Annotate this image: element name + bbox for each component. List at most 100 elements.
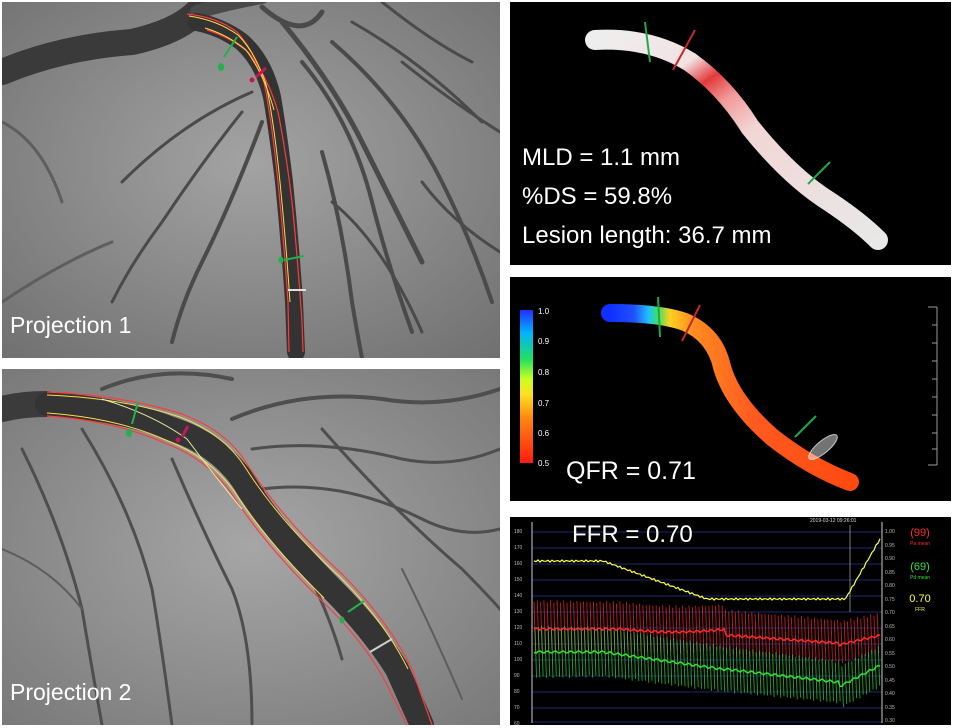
pd-phasic-beat <box>857 658 861 699</box>
pa-phasic-beat <box>724 609 728 654</box>
pa-phasic-beat <box>744 611 748 655</box>
pd-phasic-beat <box>834 662 838 704</box>
pd-phasic-beat <box>729 646 732 691</box>
pa-phasic-beat <box>705 605 708 652</box>
pd-phasic-beat <box>557 627 561 677</box>
pa-phasic-beat <box>708 605 711 651</box>
pa-phasic-beat <box>850 618 853 660</box>
pd-phasic-beat <box>560 627 564 678</box>
pa-phasic-beat <box>843 620 847 661</box>
pd-phasic-beat <box>689 640 693 687</box>
pd-phasic-beat <box>600 628 603 677</box>
pd-phasic-beat <box>752 649 755 693</box>
3d-vessel-model <box>585 21 888 250</box>
pd-phasic-beat <box>867 652 871 693</box>
pd-phasic-beat <box>663 637 666 685</box>
left-axis-tick: 160 <box>514 561 523 567</box>
pd-phasic-beat <box>808 657 811 700</box>
pd-phasic-beat <box>775 652 778 696</box>
pa-phasic-beat <box>731 609 734 655</box>
ffr-value-title: FFR = 0.70 <box>572 521 693 548</box>
projection-2-angiogram: Projection 2 <box>2 369 500 725</box>
left-axis-tick: 60 <box>514 721 520 725</box>
ffr-ratio-value: 0.70 <box>909 593 931 605</box>
left-axis-tick: 110 <box>514 641 522 647</box>
pa-phasic-beat <box>711 605 715 651</box>
pd-phasic-beat <box>643 633 646 681</box>
pd-phasic-beat <box>607 629 610 678</box>
right-axis-tick: 0.35 <box>885 704 895 711</box>
pa-phasic-beat <box>807 616 810 659</box>
pd-phasic-beat <box>725 647 729 692</box>
pd-phasic-beat <box>666 636 669 684</box>
pd-phasic-beat <box>732 648 735 694</box>
tracing-grid <box>532 531 882 723</box>
pa-mean-value: (99) <box>910 527 930 539</box>
left-axis-tick: 100 <box>514 657 523 663</box>
pa-phasic-beat <box>701 605 705 651</box>
pd-phasic-beat <box>749 650 752 695</box>
right-axis-tick: 0.75 <box>885 596 895 603</box>
pd-phasic-beat <box>824 660 828 702</box>
right-axis-tick: 0.40 <box>885 691 895 697</box>
left-axis-tick: 80 <box>514 689 520 695</box>
pd-phasic-beat <box>709 645 712 691</box>
pa-phasic-beat <box>774 614 777 658</box>
pa-phasic-beat <box>866 617 870 658</box>
pd-phasic-beat <box>815 657 818 700</box>
pa-phasic-beat <box>721 605 725 651</box>
pd-phasic-beat <box>541 626 544 677</box>
pd-phasic-beat <box>537 626 541 678</box>
pa-phasic-beat <box>715 605 718 651</box>
pd-phasic-beat <box>785 654 788 698</box>
pd-phasic-beat <box>838 660 841 702</box>
left-axis-tick: 70 <box>514 705 520 711</box>
pa-phasic-beat <box>738 610 741 655</box>
right-axis-tick: 1.00 <box>885 529 895 535</box>
pa-phasic-beat <box>764 613 767 657</box>
pa-phasic-beat <box>810 618 814 661</box>
3d-vessel-model-panel: MLD = 1.1 mm %DS = 59.8% Lesion length: … <box>510 2 951 265</box>
pd-phasic-beat <box>669 639 673 686</box>
pa-phasic-beat <box>777 615 781 659</box>
pd-phasic-beat <box>580 627 584 677</box>
pa-phasic-beat <box>856 616 860 658</box>
right-axis-tick: 0.30 <box>885 718 895 724</box>
qfr-scale-tick: 0.8 <box>538 368 550 377</box>
pd-mean-label: Pd mean <box>909 575 930 581</box>
pd-phasic-beat <box>547 625 551 676</box>
qfr-panel: 1.0 0.9 0.8 0.7 0.6 0.5 QFR = 0.71 <box>510 277 951 501</box>
pd-phasic-beat <box>791 654 795 697</box>
pd-phasic-beat <box>646 635 650 683</box>
pa-phasic-beat <box>830 619 833 661</box>
projection-2-label: Projection 2 <box>10 679 132 705</box>
pd-phasic-beat <box>650 634 653 681</box>
pa-phasic-beat <box>771 614 774 658</box>
lesion-length: Lesion length: 36.7 mm <box>522 222 772 249</box>
pd-phasic-beat <box>788 655 792 699</box>
pa-phasic-beat <box>748 613 751 658</box>
right-axis-tick: 0.60 <box>885 637 895 643</box>
pa-phasic-beat <box>781 614 784 658</box>
pa-phasic-beat <box>817 619 820 661</box>
qfr-vessel-model <box>520 296 938 491</box>
pd-phasic-beat <box>831 659 834 702</box>
right-axis-tick: 0.85 <box>885 569 895 576</box>
timestamp: 2019-03-12 09:26:01 <box>810 518 857 524</box>
ffr-pressure-panel: 2019-03-12 09:26:01 FFR = 0.70 180 170 160… <box>510 517 951 725</box>
pa-phasic-beat <box>797 618 800 661</box>
pd-phasic-beat <box>745 649 749 693</box>
ffr-ratio-label: FFR <box>915 607 925 613</box>
pd-phasic-beat <box>768 651 772 695</box>
pa-phasic-beat <box>853 620 857 661</box>
pd-phasic-beat <box>620 630 623 679</box>
pa-phasic-beat <box>804 618 807 661</box>
qfr-scale-tick: 0.9 <box>538 337 550 346</box>
left-axis-tick: 120 <box>514 625 523 631</box>
pa-phasic-beat <box>784 616 787 660</box>
pd-phasic-beat <box>626 630 630 679</box>
pa-mean-label: Pa mean <box>909 541 930 547</box>
left-axis-tick: 130 <box>514 609 523 615</box>
pa-phasic-beat <box>751 611 754 656</box>
right-axis-tick: 0.95 <box>885 542 895 549</box>
